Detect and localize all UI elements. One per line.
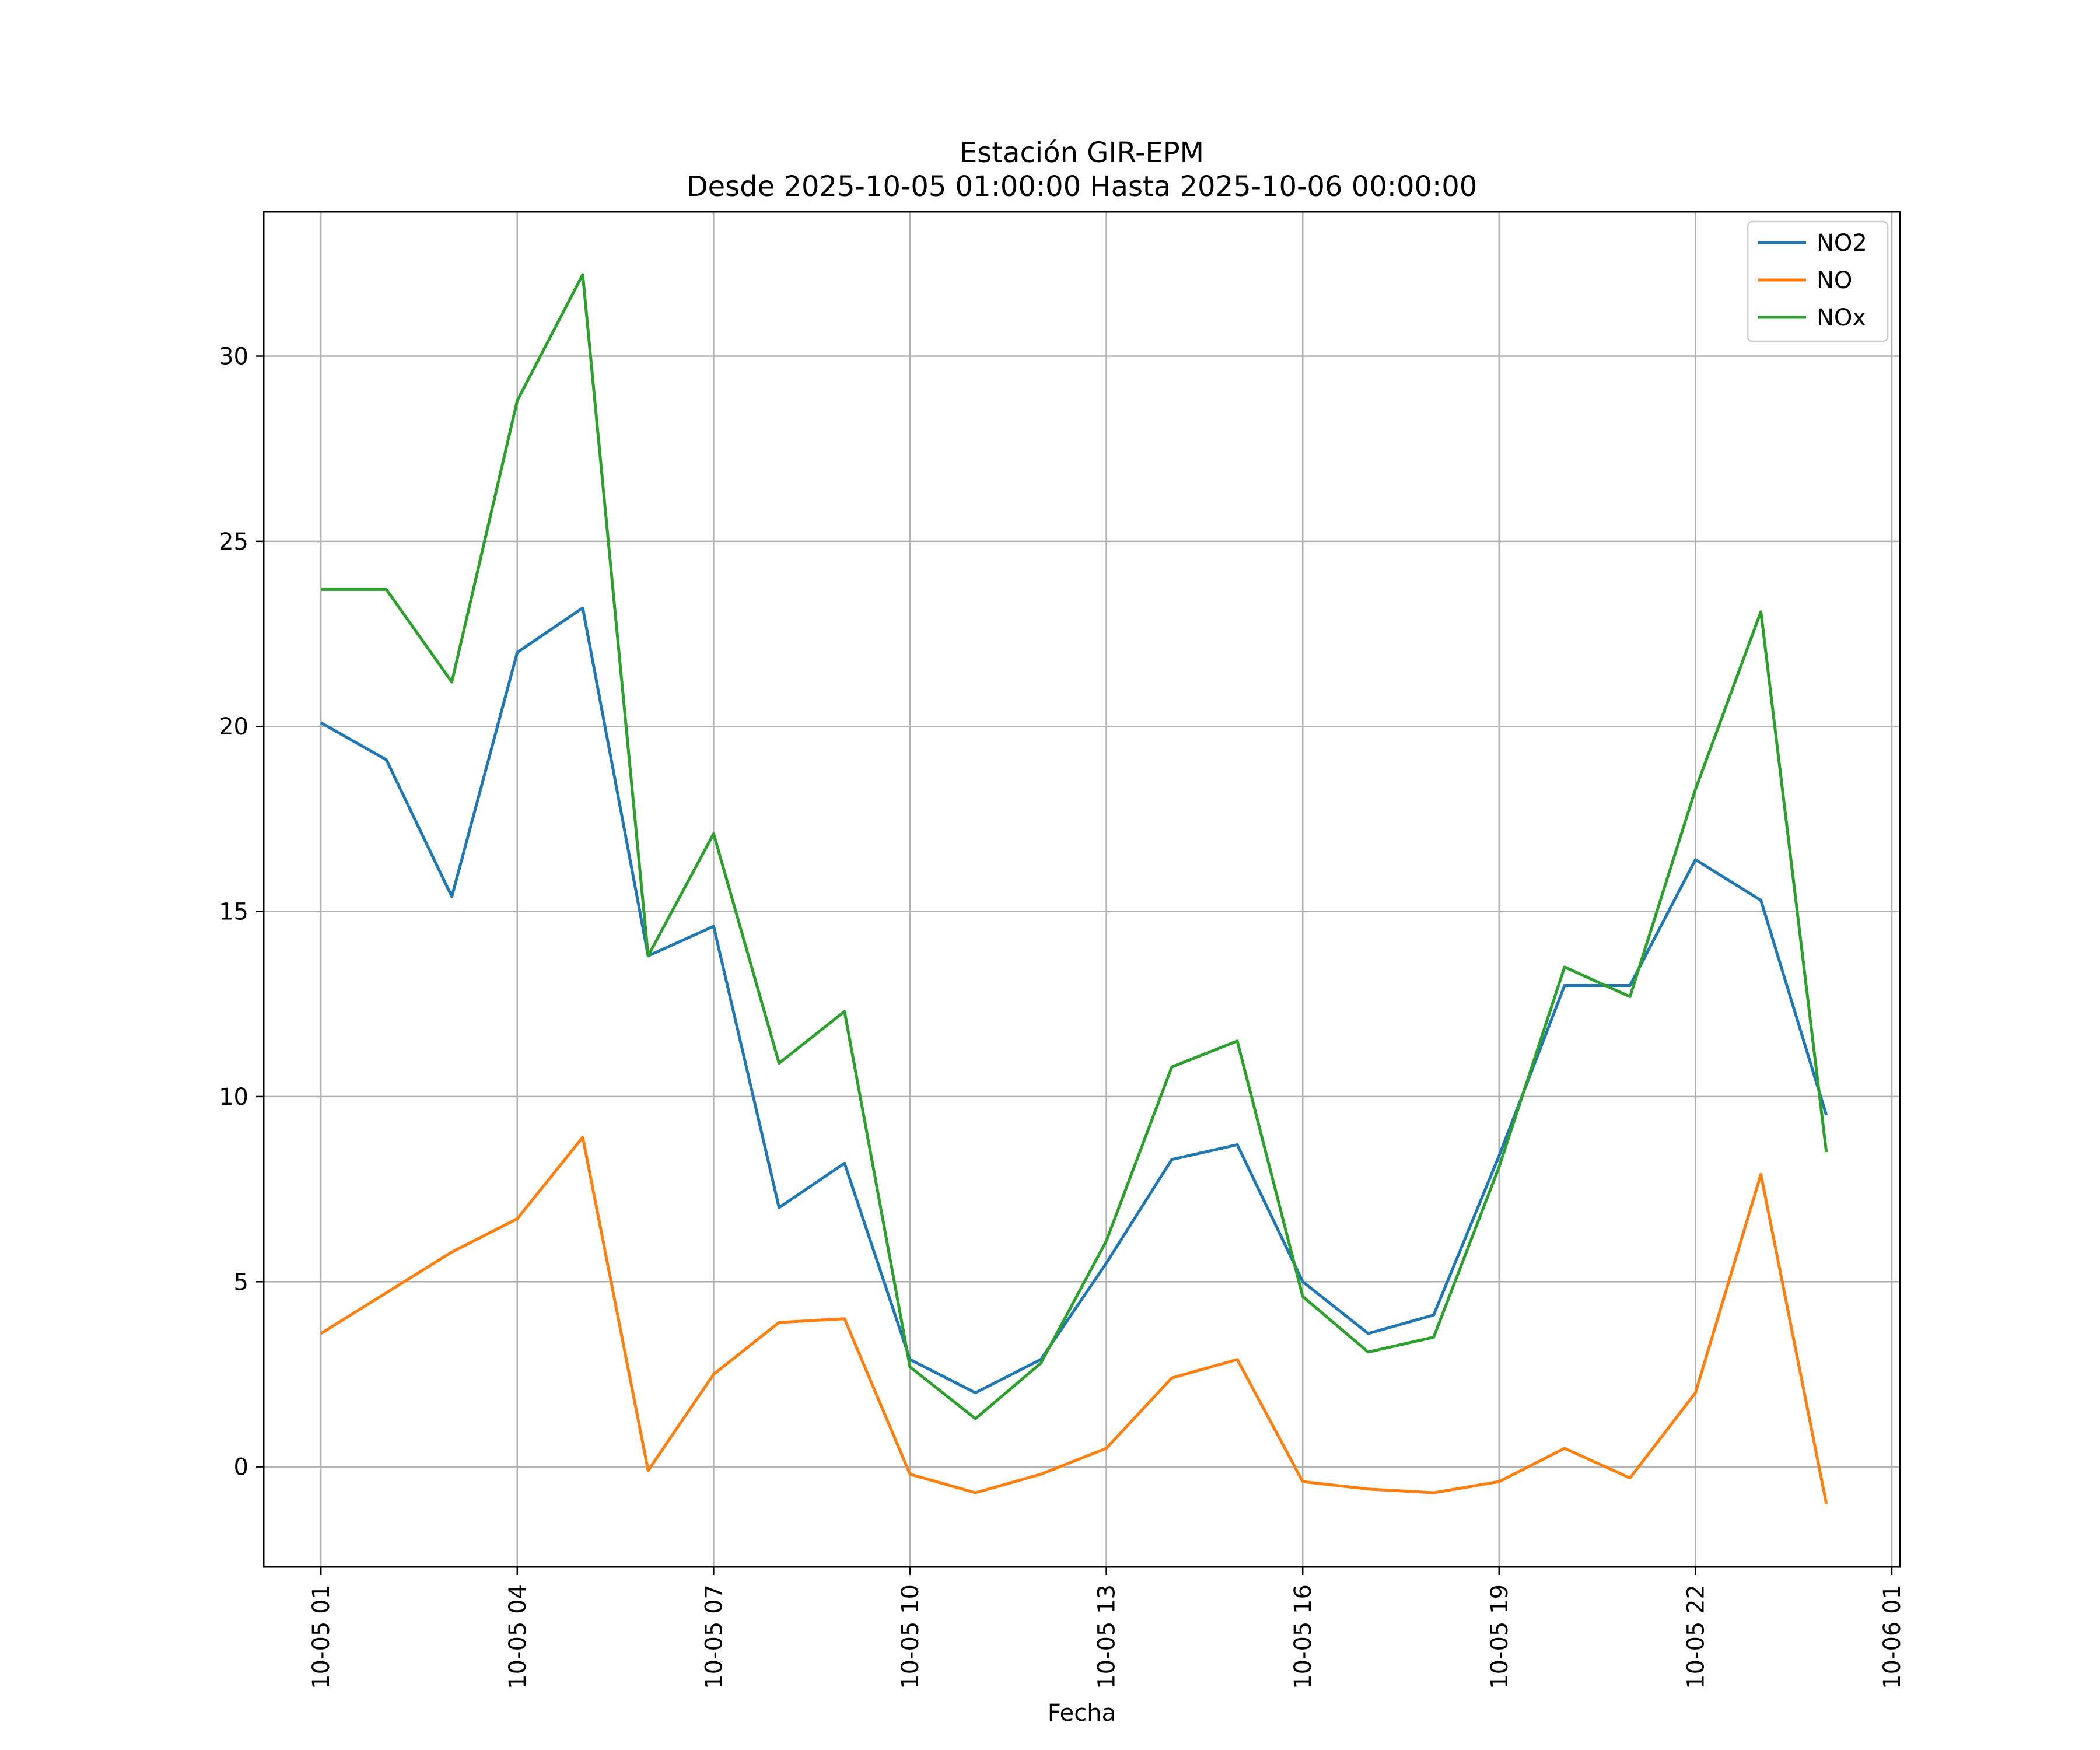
series-lines [320,273,1828,1504]
y-tick-label: 10 [219,1084,249,1111]
y-tick-label: 5 [234,1269,249,1296]
x-tick-label: 10-05 01 [308,1584,335,1689]
gridlines [264,212,1900,1567]
legend-label-no: NO [1817,267,1852,294]
series-line-no2 [320,606,1828,1395]
legend-label-no2: NO2 [1817,230,1867,257]
y-tick-label: 0 [234,1454,249,1481]
x-tick-label: 10-05 19 [1486,1584,1513,1689]
plot-area-frame [262,211,1901,1568]
x-tick-label: 10-06 01 [1879,1584,1906,1689]
chart-subtitle: Desde 2025-10-05 01:00:00 Hasta 2025-10-… [687,170,1478,203]
y-tick-label: 30 [219,344,249,370]
y-tick-label: 15 [219,899,249,926]
x-tick-label: 10-05 10 [897,1584,924,1689]
y-tick-label: 25 [219,528,249,555]
legend: NO2 NO NOx [1746,220,1889,342]
x-axis-ticks: 10-05 01 10-05 04 10-05 07 10-05 10 10-05 13… [308,1567,1906,1689]
x-tick-label: 10-05 22 [1682,1584,1709,1689]
series-line-no [320,1136,1828,1504]
x-tick-label: 10-05 13 [1094,1584,1121,1689]
x-axis-label: Fecha [1048,1700,1116,1727]
y-tick-label: 20 [219,713,249,740]
y-axis-ticks: 0 5 10 15 20 25 30 [219,344,264,1481]
legend-box [1746,220,1889,342]
series-line-nox [321,273,1828,1420]
x-tick-label: 10-05 04 [505,1584,531,1689]
x-tick-label: 10-05 16 [1290,1584,1317,1689]
legend-label-nox: NOx [1817,304,1866,331]
x-tick-label: 10-05 07 [701,1584,727,1689]
chart-title: Estación GIR-EPM [960,136,1204,169]
